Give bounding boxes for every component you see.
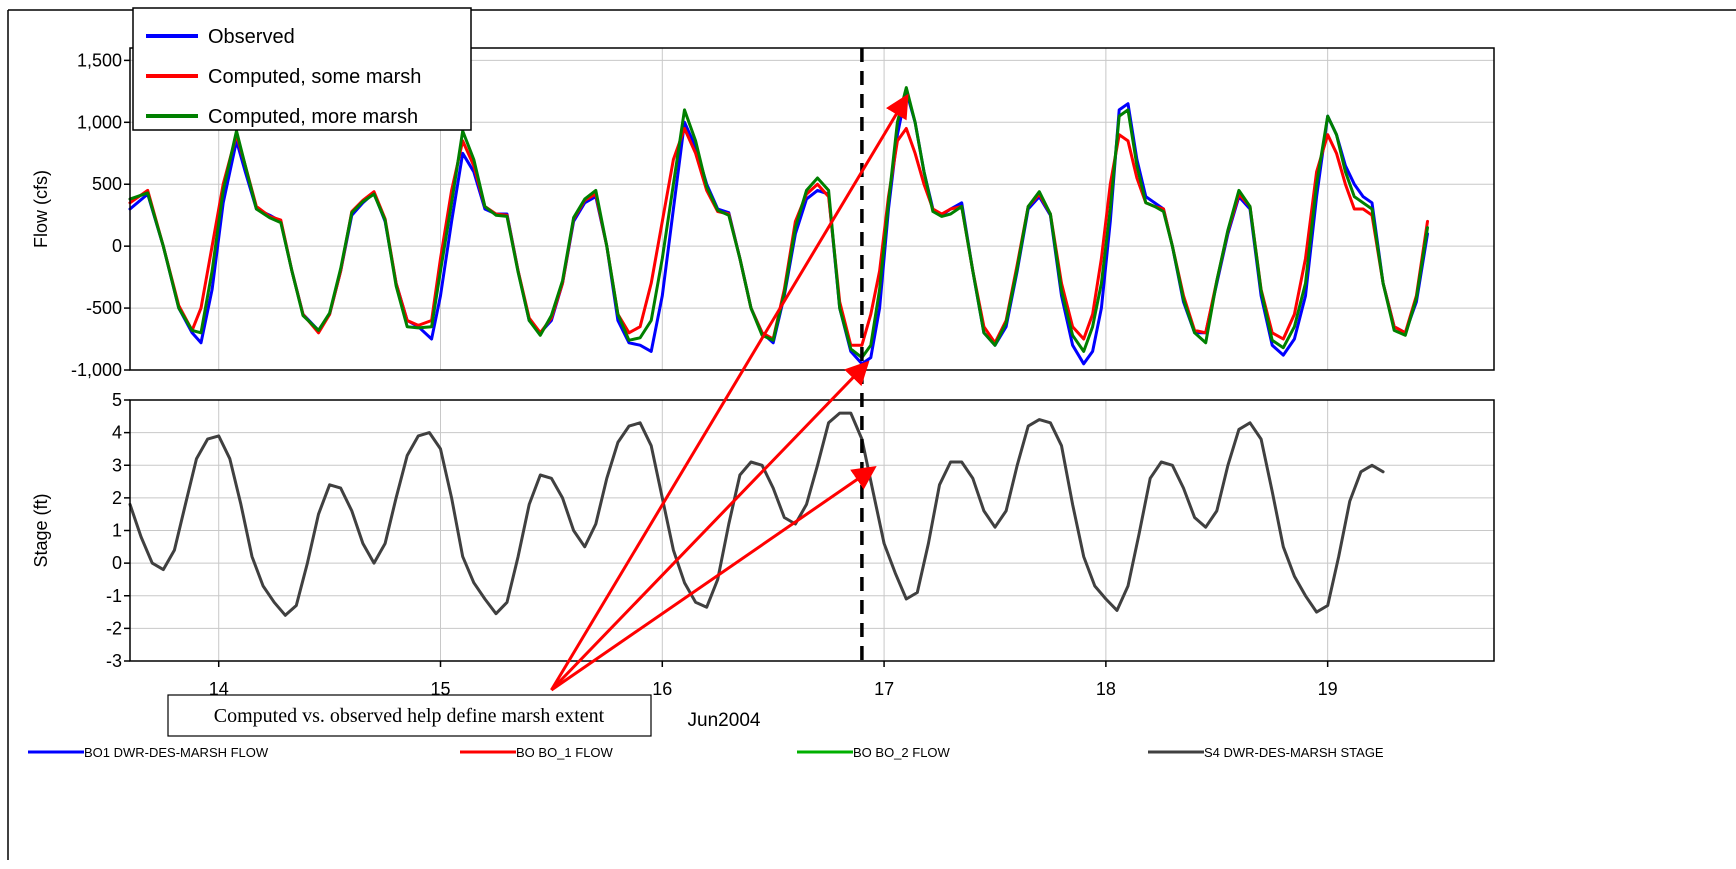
annotation-box [167,694,652,737]
annotation-arrow-0 [550,93,909,691]
flow-panel-ytick-label-0: -1,000 [71,360,122,380]
overlay-layer: Computed vs. observed help define marsh … [167,48,909,737]
flow-panel-ytick-label-2: 0 [112,236,122,256]
legend-layer: Observed Computed, some marsh Computed, mo… [132,7,472,131]
xtick-label-5: 19 [1318,679,1338,699]
x-axis-label: Jun2004 [688,710,761,731]
stage-panel-ylabel: Stage (ft) [31,493,51,567]
footer-legend-label-2: BO BO_2 FLOW [853,745,951,760]
stage-panel-ytick-label-2: -1 [106,586,122,606]
footer-legend-label-1: BO BO_1 FLOW [516,745,614,760]
flow-panel-series-line-2 [128,86,1429,360]
footer-legend-layer: BO1 DWR-DES-MARSH FLOW BO BO_1 FLOW BO BO_… [28,745,1384,760]
annotation-text: Computed vs. observed help define marsh … [214,705,605,727]
stage-panel-ytick-label-4: 1 [112,521,122,541]
flow-panel-ytick-label-4: 1,000 [77,112,122,132]
stage-panel-ytick-label-8: 5 [112,390,122,410]
flow-panel-ytick-label-1: -500 [86,298,122,318]
stage-panel-series-line-0 [128,411,1385,617]
legend-label-1: Computed, some marsh [208,66,421,88]
stage-panel-ytick-label-5: 2 [112,488,122,508]
flow-panel-ylabel: Flow (cfs) [31,170,51,248]
stage-panel-ytick-label-3: 0 [112,553,122,573]
flow-panel-ytick-label-5: 1,500 [77,50,122,70]
stage-panel-ytick-label-1: -2 [106,618,122,638]
axes-layer: -1,000 -500 0 500 1,000 1,500 Flow (cfs) -3 -2 -1… [31,50,1338,731]
series-layer [128,86,1429,617]
flow-panel-frame [129,47,1495,371]
xtick-label-1: 15 [430,679,450,699]
xtick-label-0: 14 [209,679,229,699]
footer-legend-label-3: S4 DWR-DES-MARSH STAGE [1204,745,1384,760]
xtick-label-4: 18 [1096,679,1116,699]
legend-box [132,7,472,131]
xtick-label-2: 16 [652,679,672,699]
stage-panel-ytick-label-0: -3 [106,651,122,671]
annotation-arrow-1 [550,360,870,692]
stage-panel-ytick-label-7: 4 [112,423,122,443]
footer-legend-label-0: BO1 DWR-DES-MARSH FLOW [84,745,269,760]
legend-label-0: Observed [208,26,295,48]
flow-panel-ytick-label-3: 500 [92,174,122,194]
xtick-label-3: 17 [874,679,894,699]
legend-label-2: Computed, more marsh [208,106,418,128]
annotation-arrow-2 [550,465,877,692]
stage-panel-ytick-label-6: 3 [112,455,122,475]
